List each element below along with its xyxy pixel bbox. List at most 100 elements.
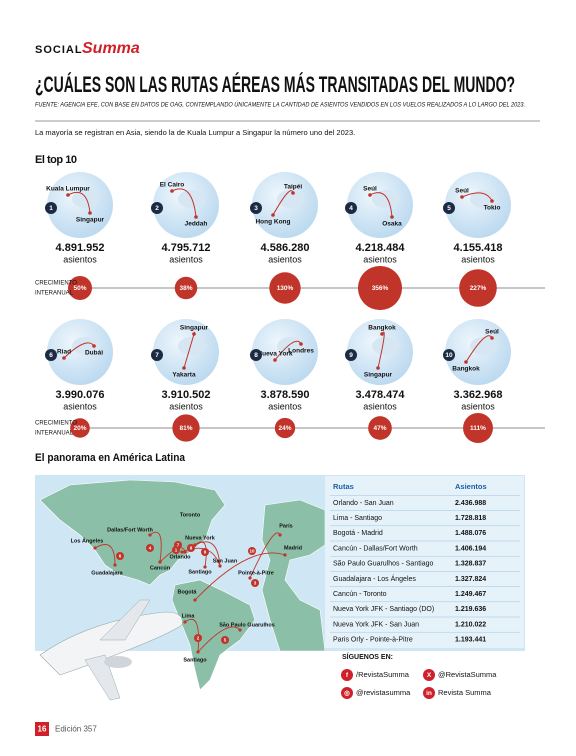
growth-label: 24% <box>278 425 291 432</box>
route-seats: 1.249.467 <box>455 591 486 598</box>
city-dot <box>273 358 277 362</box>
growth-title: CRECIMIENTO <box>35 421 77 427</box>
map-marker-num: 8 <box>190 546 193 551</box>
rank-badge <box>45 349 57 361</box>
map-marker-num: 6 <box>119 554 122 559</box>
city-dot <box>460 195 464 199</box>
seats-unit: asientos <box>63 401 97 411</box>
city-label: Kuala Lumpur <box>46 186 90 193</box>
city-dot <box>380 332 384 336</box>
city-dot <box>182 366 186 370</box>
globe-land <box>372 190 400 208</box>
city-dot <box>183 620 187 624</box>
source: FUENTE: AGENCIA EFE, CON BASE EN DATOS D… <box>35 100 525 109</box>
social-icon <box>341 669 353 681</box>
social-icon <box>423 687 435 699</box>
rank: 8 <box>254 352 258 359</box>
growth-bubble <box>357 265 403 311</box>
heading: El panorama en América Latina <box>35 452 186 464</box>
table-panel <box>325 476 524 648</box>
city-label: Taipéi <box>284 184 302 191</box>
city-dot <box>271 213 275 217</box>
map-marker-num: 1 <box>175 548 178 553</box>
seats: 4.155.418 <box>454 242 503 254</box>
route-line <box>67 191 91 214</box>
city-label: Singapur <box>364 372 393 379</box>
growth-bubble <box>463 413 493 443</box>
brand: Summa <box>82 40 140 57</box>
seats: 4.218.484 <box>356 242 406 254</box>
map-marker <box>146 544 154 552</box>
heading: El top 10 <box>35 154 77 166</box>
table-header: Asientos <box>455 482 487 491</box>
seats: 4.795.712 <box>162 242 211 254</box>
social-icon <box>341 687 353 699</box>
edition: Edición 357 <box>55 725 97 734</box>
seats-unit: asientos <box>169 254 203 264</box>
city-label: Yakarta <box>172 372 196 379</box>
social-handle: @revistasumma <box>356 688 411 697</box>
route-seats: 1.219.636 <box>455 606 486 613</box>
map-marker <box>174 541 182 549</box>
city-label: Riad <box>57 349 71 356</box>
route-name: Cancún - Dallas/Fort Worth <box>333 545 418 552</box>
route-seats: 1.327.824 <box>455 576 486 583</box>
map-marker <box>221 636 229 644</box>
city-dot <box>66 193 70 197</box>
rank: 10 <box>445 352 453 359</box>
city-dot <box>92 344 96 348</box>
growth-label: 356% <box>372 285 389 292</box>
seats: 4.586.280 <box>261 242 310 254</box>
city-label: Dubái <box>85 350 103 357</box>
city-dot <box>376 366 380 370</box>
route-name: Lima - Santiago <box>333 515 382 522</box>
city-dot <box>158 560 162 564</box>
map-route <box>249 532 281 579</box>
rank-badge <box>443 202 455 214</box>
map-marker-num: 5 <box>224 638 227 643</box>
growth-title: INTERANUAL <box>35 291 74 297</box>
city-dot <box>368 193 372 197</box>
seats: 3.990.076 <box>56 389 105 401</box>
route-name: Nueva York JFK - Santiago (DO) <box>333 606 434 613</box>
map-city: Pointe-à-Pitre <box>238 570 274 576</box>
land <box>39 479 326 691</box>
rank: 5 <box>447 205 451 212</box>
city-label: Bangkok <box>368 325 396 332</box>
route-seats: 1.328.837 <box>455 561 486 568</box>
map-route <box>94 544 116 566</box>
city-label: Tokio <box>484 205 501 212</box>
city-dot <box>192 332 196 336</box>
social-icon <box>423 669 435 681</box>
rank-badge <box>345 202 357 214</box>
map-city: París <box>279 523 292 529</box>
rank-badge <box>250 202 262 214</box>
social-heading: SÍGUENOS EN: <box>342 652 393 661</box>
city-label: Londres <box>288 348 314 355</box>
rank: 3 <box>254 205 258 212</box>
map-marker-num: 3 <box>254 581 257 586</box>
map-city: São Paulo Guarulhos <box>219 622 275 628</box>
route-line <box>461 192 493 202</box>
rank-badge <box>250 349 262 361</box>
route-name: Guadalajara - Los Ángeles <box>333 574 416 583</box>
city-dot <box>113 563 117 567</box>
seats-unit: asientos <box>363 254 397 264</box>
map-city: Santiago <box>183 657 207 663</box>
map-route <box>197 626 241 653</box>
seats: 3.878.590 <box>261 389 310 401</box>
map-city: Nueva York <box>185 535 216 541</box>
social-glyph: in <box>426 690 432 697</box>
seats: 3.478.474 <box>356 389 406 401</box>
city-label: Seúl <box>363 186 377 193</box>
map-city: Bogotá <box>178 589 198 595</box>
route-seats: 1.193.441 <box>455 637 486 644</box>
social-glyph: X <box>427 672 432 679</box>
map-city: Lima <box>182 613 196 619</box>
city-label: Nueva York <box>257 351 293 358</box>
map-route <box>194 552 286 601</box>
globe-land <box>178 337 206 355</box>
city-dot <box>93 546 97 550</box>
globe-land <box>277 190 305 208</box>
seats-unit: asientos <box>63 254 97 264</box>
